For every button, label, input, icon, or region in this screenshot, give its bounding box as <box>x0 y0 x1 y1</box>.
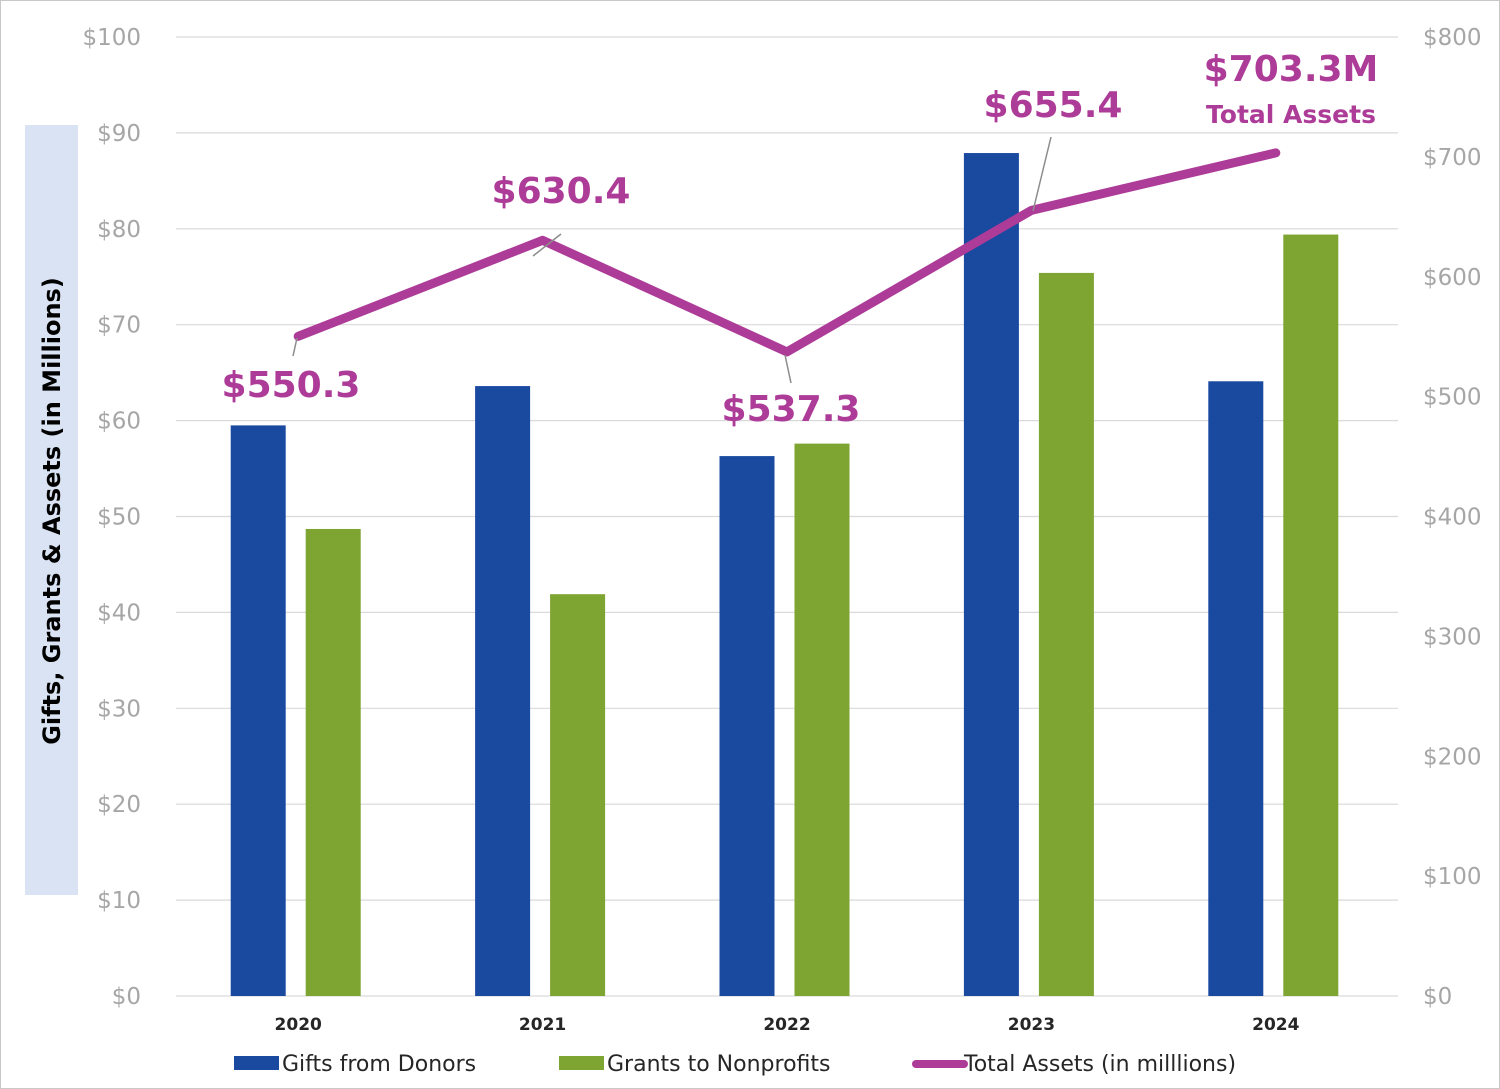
callout-leader-line <box>1032 136 1052 212</box>
bar-gifts-2022 <box>719 456 775 996</box>
left-tick-label: $70 <box>97 313 141 339</box>
callout-sublabel: Total Assets <box>1206 100 1376 129</box>
legend-label: Grants to Nonprofits <box>607 1052 830 1077</box>
left-tick-label: $20 <box>97 792 141 818</box>
right-tick-label: $300 <box>1423 624 1482 650</box>
left-tick-label: $40 <box>97 600 141 626</box>
bar-grants-2020 <box>305 528 361 996</box>
legend-label: Gifts from Donors <box>282 1052 476 1077</box>
bar-grants-2022 <box>794 443 850 997</box>
bar-gifts-2021 <box>475 386 531 996</box>
bar-gifts-2020 <box>230 425 286 996</box>
bar-gifts-2024 <box>1208 381 1264 996</box>
right-tick-label: $200 <box>1423 744 1482 770</box>
callout-label: $550.3 <box>222 365 361 406</box>
left-tick-label: $50 <box>97 505 141 531</box>
callout-label: $655.4 <box>984 85 1123 126</box>
bar-grants-2024 <box>1283 234 1339 996</box>
legend-label: Total Assets (in milllions) <box>963 1052 1236 1077</box>
callout-label: $630.4 <box>492 171 631 212</box>
callout-label: $703.3M <box>1204 49 1379 90</box>
right-tick-label: $800 <box>1423 25 1482 51</box>
bar-grants-2023 <box>1038 272 1094 996</box>
callout-leader-line <box>292 337 298 357</box>
left-tick-label: $60 <box>97 409 141 435</box>
x-tick-label: 2020 <box>275 1015 322 1035</box>
x-tick-label: 2021 <box>519 1015 566 1035</box>
y-axis-label: Gifts, Grants & Assets (in Millions) <box>38 277 66 745</box>
bar-gifts-2023 <box>963 153 1019 996</box>
right-tick-label: $400 <box>1423 505 1482 531</box>
right-tick-label: $0 <box>1423 984 1452 1010</box>
callout-leader-line <box>784 354 792 384</box>
y-axis-label-background <box>25 125 78 895</box>
legend-swatch-1 <box>234 1056 279 1070</box>
left-tick-label: $0 <box>112 984 141 1010</box>
callout-leader-line <box>532 233 562 257</box>
right-tick-label: $500 <box>1423 385 1482 411</box>
left-tick-label: $80 <box>97 217 141 243</box>
left-tick-label: $10 <box>97 888 141 914</box>
legend-swatch-2 <box>559 1056 604 1070</box>
left-tick-label: $30 <box>97 696 141 722</box>
bar-grants-2021 <box>550 594 606 996</box>
x-tick-label: 2023 <box>1008 1015 1055 1035</box>
left-tick-label: $100 <box>82 25 141 51</box>
callout-label: $537.3 <box>722 389 861 430</box>
line-total-assets <box>293 148 1281 357</box>
x-tick-label: 2024 <box>1252 1015 1299 1035</box>
right-tick-label: $600 <box>1423 265 1482 291</box>
right-tick-label: $100 <box>1423 864 1482 890</box>
x-tick-label: 2022 <box>763 1015 810 1035</box>
left-tick-label: $90 <box>97 121 141 147</box>
right-tick-label: $700 <box>1423 145 1482 171</box>
